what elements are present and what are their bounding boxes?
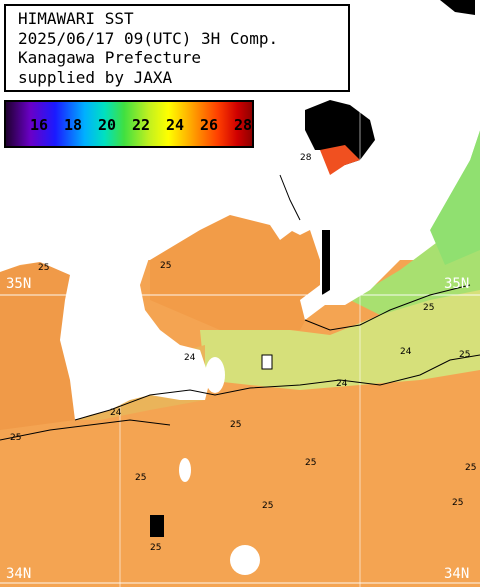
no-data-north [305,100,375,165]
title-line-3: Kanagawa Prefecture [18,48,202,67]
colorbar-tick: 20 [98,116,117,134]
contour-label: 25 [262,501,273,511]
contour-label: 25 [38,263,49,273]
contour-label: 24 [400,347,412,357]
colorbar-tick: 18 [64,116,83,134]
island-small [261,354,273,370]
no-data-island [150,515,164,537]
colorbar-tick: 28 [234,116,253,134]
west-coast-sea [0,262,75,430]
colorbar-ticks: 16 18 20 22 24 26 28 [30,116,268,134]
island-mid [179,458,191,482]
sagami-bay [150,215,330,330]
contour-label: 25 [135,473,146,483]
lat-label-35n-west: 35N [6,276,32,292]
lat-label-35n-east: 35N [444,276,470,292]
coolest-water-band [430,130,480,265]
hot-water-patch [320,145,360,175]
contour-label: 25 [452,498,463,508]
no-data-corner [440,0,475,15]
temperature-colorbar: 16 18 20 22 24 26 28 [4,100,254,148]
title-box: HIMAWARI SST 2025/06/17 09(UTC) 3H Comp.… [4,4,350,92]
title-line-2: 2025/06/17 09(UTC) 3H Comp. [18,28,279,48]
contour-label: 25 [230,420,241,430]
island-enoshima [205,357,225,393]
colorbar-tick: 26 [200,116,219,134]
contour-25-north [304,284,471,331]
colorbar-tick: 16 [30,116,49,134]
contour-25-west [0,419,171,441]
contour-28 [279,174,301,221]
land-bay-inner [275,130,320,185]
contour-label: 25 [459,350,470,360]
contour-label: 25 [423,303,434,313]
contour-label: 24 [336,379,348,389]
contour-label: 25 [465,463,476,473]
island-south [230,545,260,575]
contour-label: 28 [300,153,312,163]
contour-label: 25 [160,261,171,271]
colorbar-tick: 22 [132,116,151,134]
lat-label-34n-east: 34N [444,566,470,582]
colorbar-tick: 24 [166,116,185,134]
contour-label: 25 [10,433,21,443]
lat-label-34n-west: 34N [6,566,32,582]
title-line-4: supplied by JAXA [18,67,173,87]
no-data-bay-edge [322,230,330,295]
title-line-1: HIMAWARI SST [18,9,134,28]
contour-label: 24 [184,353,196,363]
contour-label: 24 [110,408,122,418]
contour-label: 25 [150,543,161,553]
contour-24 [74,354,480,421]
contour-label: 25 [305,458,316,468]
